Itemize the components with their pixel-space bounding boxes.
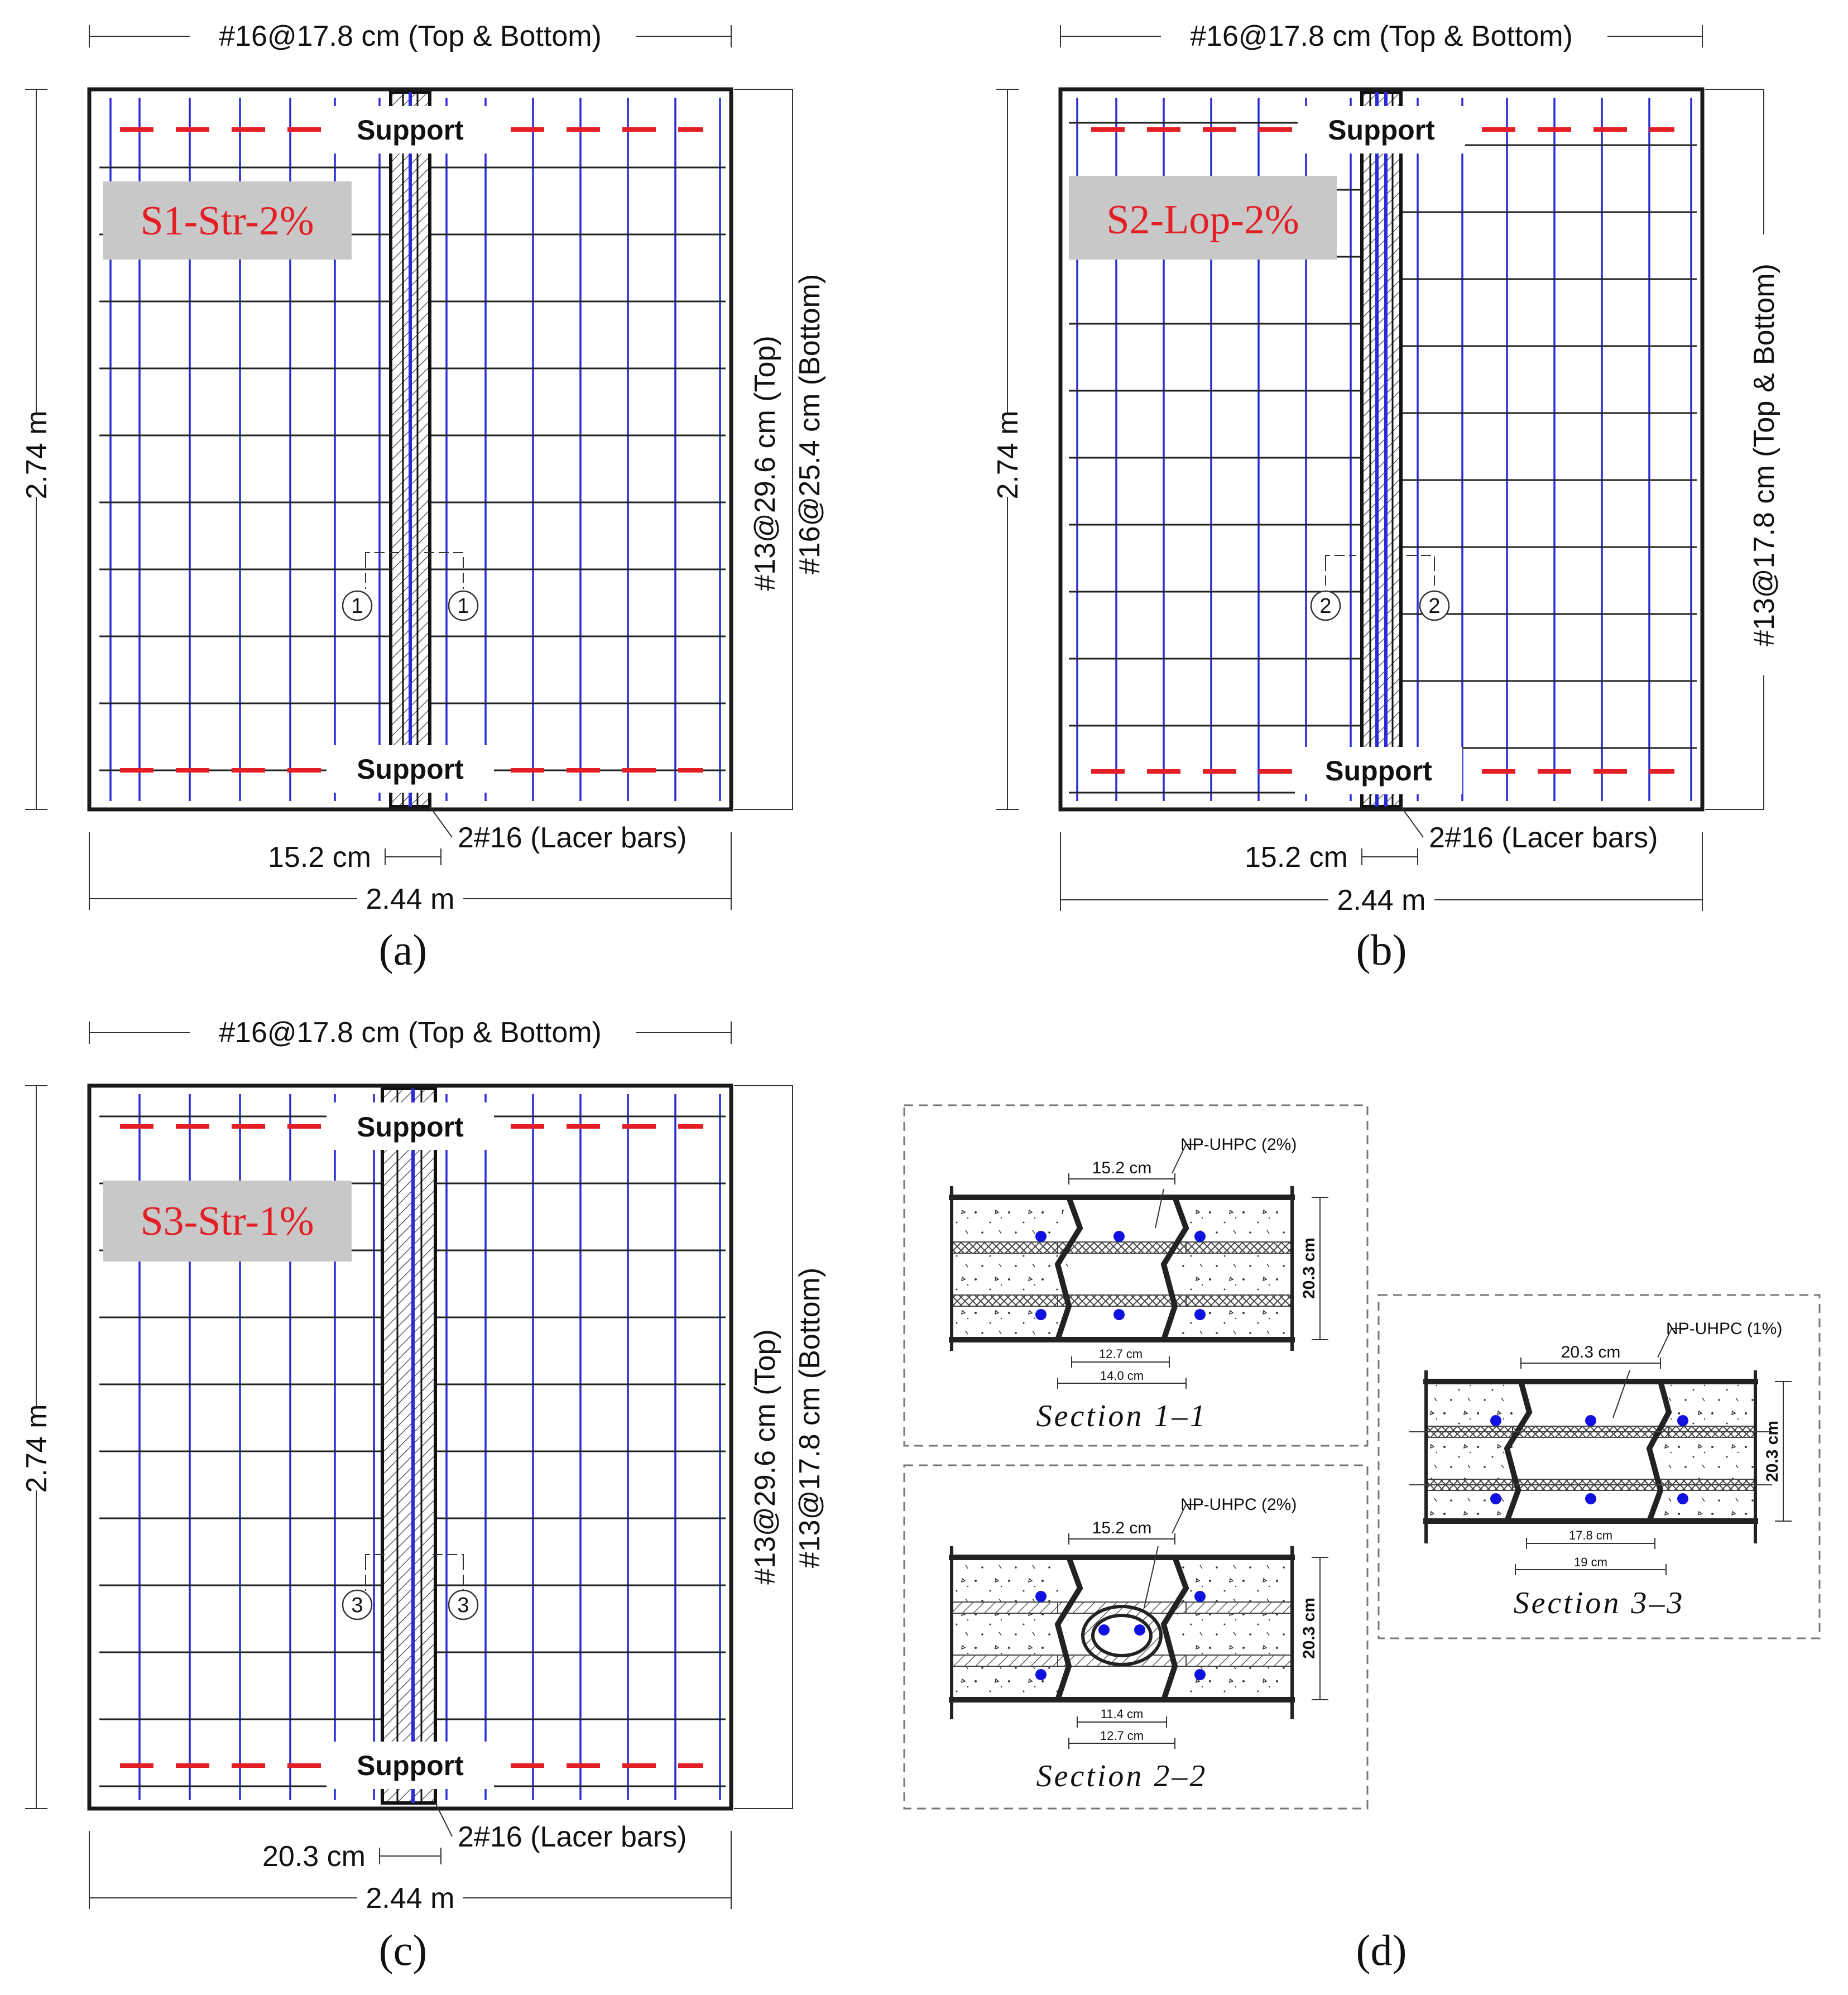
section-mark-left: 1 [351, 594, 363, 618]
joint-width-dimension: 20.3 cm [262, 1840, 366, 1873]
top-rebar-dimension: #16@17.8 cm (Top & Bottom) [1190, 20, 1573, 52]
section-mark-left: 2 [1319, 594, 1331, 618]
top-rebar-dimension: #16@17.8 cm (Top & Bottom) [219, 20, 602, 52]
panel-c: Support Support S3-Str-1% 3 3 #16@17.8 c… [21, 1016, 826, 1974]
bar-dots [1035, 1231, 1206, 1320]
section-2-outer: 12.7 cm [1100, 1729, 1144, 1743]
section-2-material: NP-UHPC (2%) [1180, 1495, 1297, 1514]
lacer-bar-label: 2#16 (Lacer bars) [458, 1821, 687, 1853]
specimen-tag: S1-Str-2% [141, 198, 314, 244]
section-1-material: NP-UHPC (2%) [1180, 1135, 1297, 1154]
caption-b: (b) [1356, 925, 1407, 974]
support-label-top: Support [357, 1111, 464, 1143]
section-1-depth: 20.3 cm [1300, 1238, 1318, 1299]
width-dimension: 2.44 m [366, 883, 455, 915]
support-label-top: Support [357, 114, 464, 146]
support-label-bottom: Support [357, 754, 464, 785]
section-1-outer: 14.0 cm [1100, 1369, 1144, 1383]
panel-a: Support Support S1-Str-2% 1 1 #16@17.8 c… [21, 20, 826, 974]
right-rebar-label-top: #13@29.6 cm (Top) [749, 1329, 781, 1584]
specimen-tag-box [103, 1181, 352, 1262]
section-2-2: 15.2 cm NP-UHPC (2%) 20.3 cm 11.4 cm 12.… [903, 1464, 1369, 1810]
section-cut-marks: 2 2 [1310, 555, 1450, 621]
right-rebar-label-bottom: #13@17.8 cm (Bottom) [794, 1268, 826, 1568]
section-cut-marks: 1 1 [342, 552, 479, 621]
joint-strip [1360, 90, 1403, 808]
joint-width-dimension: 15.2 cm [1245, 841, 1348, 874]
section-3-outer: 19 cm [1574, 1555, 1607, 1569]
slab-outline [87, 1083, 733, 1811]
rebar-grid [99, 98, 726, 801]
right-rebar-label-bottom: #16@25.4 cm (Bottom) [794, 274, 826, 574]
caption-c: (c) [379, 1926, 428, 1974]
bar-dots [1035, 1591, 1206, 1680]
height-dimension: 2.74 m [992, 411, 1024, 500]
joint-strip [381, 1087, 437, 1805]
height-dimension: 2.74 m [21, 411, 53, 500]
caption-a: (a) [379, 925, 428, 974]
joint-strip [389, 90, 431, 808]
section-2-width: 15.2 cm [1092, 1519, 1152, 1537]
horizontal-rebars [1069, 122, 1697, 794]
panel-b: Support Support S2-Lop-2% 2 2 #16@17.8 c… [992, 20, 1780, 974]
section-3-material: NP-UHPC (1%) [1666, 1320, 1782, 1338]
width-dimension: 2.44 m [1337, 884, 1426, 917]
caption-d: (d) [1356, 1926, 1407, 1974]
slab-outline [1058, 87, 1705, 812]
specimen-tag-box [103, 181, 352, 260]
specimen-tag: S2-Lop-2% [1106, 197, 1299, 243]
bar-dots [1490, 1415, 1688, 1504]
section-2-title: Section 2–2 [1036, 1759, 1208, 1793]
specimen-tag-box [1069, 176, 1337, 260]
section-3-title: Section 3–3 [1514, 1586, 1685, 1620]
vertical-rebars-right [445, 1094, 721, 1800]
dimension-lines [25, 25, 793, 910]
section-cut-marks: 3 3 [342, 1554, 479, 1620]
right-rebar-label: #13@17.8 cm (Top & Bottom) [1748, 263, 1780, 646]
section-3-width: 20.3 cm [1561, 1343, 1621, 1361]
section-1-title: Section 1–1 [1036, 1399, 1208, 1433]
vertical-rebars-right [1417, 98, 1692, 801]
section-1-width: 15.2 cm [1092, 1159, 1152, 1177]
panel-d: 15.2 cm NP-UHPC (2%) 20.3 cm 12.7 cm 14.… [903, 1104, 1821, 1974]
section-mark-right: 3 [457, 1594, 469, 1617]
vertical-rebars-right [445, 98, 721, 801]
support-label-bottom: Support [357, 1750, 464, 1781]
support-label-bottom: Support [1325, 755, 1432, 787]
section-1-inner: 12.7 cm [1099, 1347, 1143, 1361]
horizontal-rebars [99, 166, 726, 771]
lacer-bar-label: 2#16 (Lacer bars) [1429, 822, 1658, 854]
height-dimension: 2.74 m [21, 1404, 53, 1493]
section-3-inner: 17.8 cm [1569, 1528, 1612, 1542]
section-mark-right: 1 [457, 594, 469, 618]
specimen-tag: S3-Str-1% [141, 1198, 314, 1244]
section-2-depth: 20.3 cm [1300, 1598, 1318, 1659]
lacer-bar-label: 2#16 (Lacer bars) [458, 822, 687, 854]
right-rebar-label-top: #13@29.6 cm (Top) [749, 335, 781, 591]
section-3-depth: 20.3 cm [1763, 1421, 1782, 1482]
section-2-inner: 11.4 cm [1101, 1707, 1144, 1721]
section-mark-left: 3 [351, 1594, 363, 1617]
section-3-3: 20.3 cm NP-UHPC (1%) 20.3 cm 17.8 cm 19 … [1377, 1294, 1821, 1639]
slab-outline [87, 87, 733, 812]
top-rebar-dimension: #16@17.8 cm (Top & Bottom) [219, 1016, 602, 1049]
section-mark-right: 2 [1428, 594, 1440, 618]
joint-width-dimension: 15.2 cm [268, 841, 371, 874]
lap-loop [1081, 1605, 1163, 1666]
section-1-1: 15.2 cm NP-UHPC (2%) 20.3 cm 12.7 cm 14.… [903, 1104, 1369, 1447]
support-label-top: Support [1328, 114, 1435, 146]
width-dimension: 2.44 m [366, 1882, 455, 1915]
